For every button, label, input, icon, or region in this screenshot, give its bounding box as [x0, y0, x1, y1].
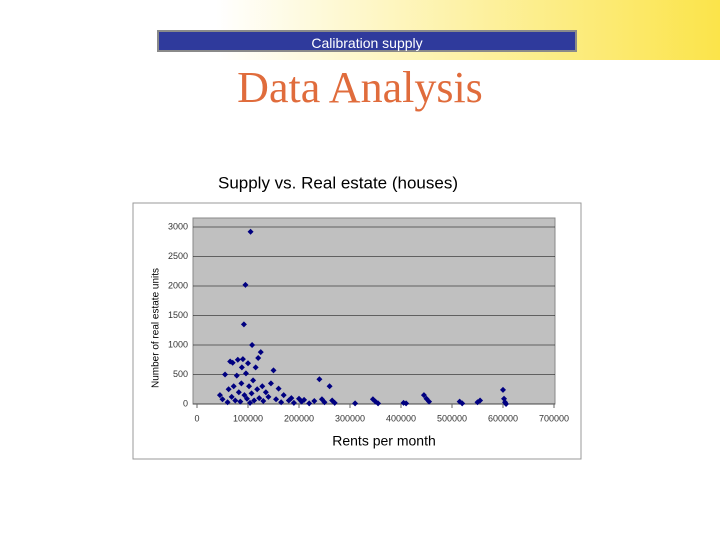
- x-tick-label: 500000: [437, 413, 467, 423]
- point: [228, 393, 235, 400]
- x-tick-label: 600000: [488, 413, 518, 423]
- banner: Calibration supply: [157, 30, 577, 52]
- point: [262, 389, 269, 396]
- point: [238, 364, 245, 371]
- point: [426, 398, 433, 405]
- point: [316, 376, 323, 383]
- point: [326, 383, 333, 390]
- point: [232, 397, 239, 404]
- point: [321, 399, 328, 406]
- y-tick-label: 500: [173, 369, 188, 379]
- x-tick-label: 300000: [335, 413, 365, 423]
- point: [249, 342, 256, 348]
- y-axis-label: Number of real estate units: [151, 268, 162, 388]
- point: [246, 383, 253, 390]
- point: [311, 398, 318, 405]
- point: [216, 392, 223, 399]
- point: [267, 380, 274, 387]
- y-tick-label: 1000: [168, 339, 188, 349]
- point: [331, 399, 338, 406]
- point: [247, 399, 254, 406]
- point: [290, 399, 297, 406]
- point: [375, 400, 382, 407]
- point: [265, 393, 272, 400]
- point: [245, 360, 251, 367]
- point: [403, 400, 410, 407]
- point: [500, 386, 506, 393]
- point: [242, 370, 249, 377]
- point: [257, 349, 264, 356]
- x-tick-label: 100000: [233, 413, 263, 423]
- point: [352, 400, 359, 407]
- y-tick-label: 3000: [168, 221, 188, 231]
- point: [301, 396, 308, 403]
- slide-title: Data Analysis: [237, 63, 483, 112]
- x-tick-label: 400000: [386, 413, 416, 423]
- y-tick-label: 2000: [168, 280, 188, 290]
- chart-title: Supply vs. Real estate (houses): [218, 173, 458, 192]
- x-tick-label: 0: [194, 413, 199, 423]
- point: [260, 398, 267, 405]
- point: [252, 364, 259, 371]
- point: [278, 399, 285, 406]
- point: [477, 397, 484, 404]
- point: [247, 228, 254, 235]
- point: [233, 372, 240, 379]
- plot-area: [192, 217, 556, 405]
- point: [224, 399, 231, 406]
- point: [259, 383, 266, 390]
- y-tick-label: 1500: [168, 310, 188, 320]
- point: [250, 377, 257, 384]
- point: [222, 371, 229, 378]
- point: [254, 386, 261, 393]
- y-tick-label: 2500: [168, 251, 188, 261]
- point: [255, 354, 262, 361]
- point: [230, 383, 237, 390]
- point: [229, 359, 236, 366]
- point: [256, 395, 263, 402]
- point: [238, 380, 245, 387]
- point: [225, 386, 232, 393]
- point: [273, 396, 280, 403]
- point: [251, 397, 258, 404]
- point: [240, 321, 247, 328]
- point: [306, 400, 313, 407]
- point: [239, 356, 246, 363]
- x-axis-label: Rents per month: [332, 433, 436, 449]
- point: [459, 400, 466, 407]
- point: [243, 395, 250, 402]
- point: [288, 395, 295, 402]
- x-tick-label: 200000: [284, 413, 314, 423]
- point: [270, 367, 277, 374]
- point: [275, 385, 282, 392]
- y-tick-label: 0: [183, 398, 188, 408]
- point: [235, 389, 242, 396]
- point: [234, 356, 241, 363]
- point: [280, 392, 287, 399]
- point: [242, 281, 249, 288]
- point: [503, 401, 510, 407]
- x-tick-label: 700000: [539, 413, 569, 423]
- point: [219, 396, 226, 403]
- point: [248, 390, 255, 397]
- point: [420, 392, 427, 399]
- point: [237, 398, 244, 405]
- point: [241, 392, 248, 399]
